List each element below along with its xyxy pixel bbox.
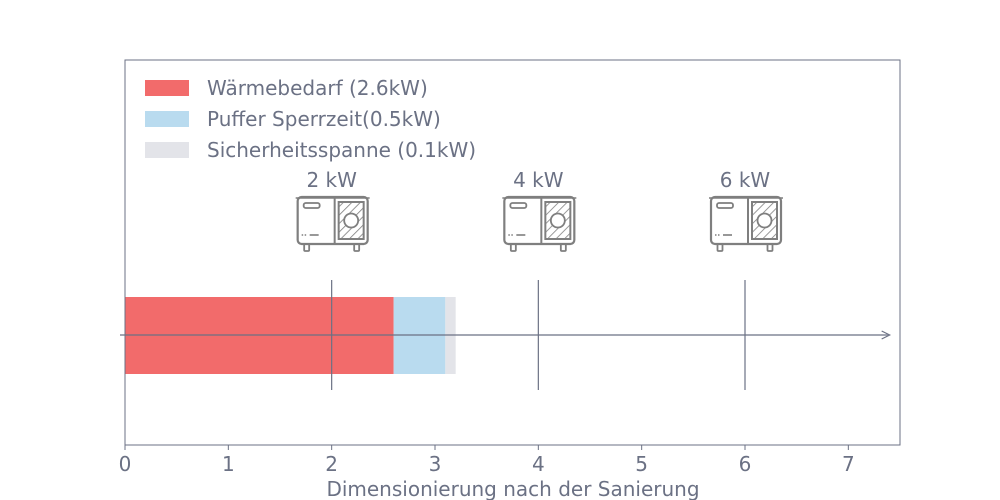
x-tick-label: 0 xyxy=(119,452,132,476)
reference-label-2: 4 kW xyxy=(513,168,564,192)
x-tick-label: 7 xyxy=(842,452,855,476)
x-tick-label: 2 xyxy=(325,452,338,476)
legend-swatch-1 xyxy=(145,80,189,96)
legend-swatch-2 xyxy=(145,111,189,127)
x-axis-label: Dimensionierung nach der Sanierung xyxy=(326,477,699,500)
x-tick-label: 1 xyxy=(222,452,235,476)
legend-label-2: Puffer Sperrzeit(0.5kW) xyxy=(207,107,441,131)
reference-label-3: 6 kW xyxy=(720,168,771,192)
heat-pump-icon xyxy=(707,195,785,253)
heat-pump-icon xyxy=(294,195,371,253)
x-tick-label: 6 xyxy=(739,452,752,476)
legend-swatch-3 xyxy=(145,142,189,158)
x-tick-label: 4 xyxy=(532,452,545,476)
x-tick-label: 5 xyxy=(635,452,648,476)
axis-arrowhead xyxy=(881,330,892,340)
legend-label-1: Wärmebedarf (2.6kW) xyxy=(207,76,428,100)
legend-label-3: Sicherheitsspanne (0.1kW) xyxy=(207,138,476,162)
legend: Wärmebedarf (2.6kW) Puffer Sperrzeit(0.5k… xyxy=(145,76,476,162)
plot-frame xyxy=(124,59,901,446)
x-axis-ticks: 0 1 2 3 4 5 6 7 xyxy=(119,445,855,476)
heat-pump-icon xyxy=(501,195,578,253)
x-tick-label: 3 xyxy=(429,452,442,476)
reference-label-1: 2 kW xyxy=(306,168,357,192)
